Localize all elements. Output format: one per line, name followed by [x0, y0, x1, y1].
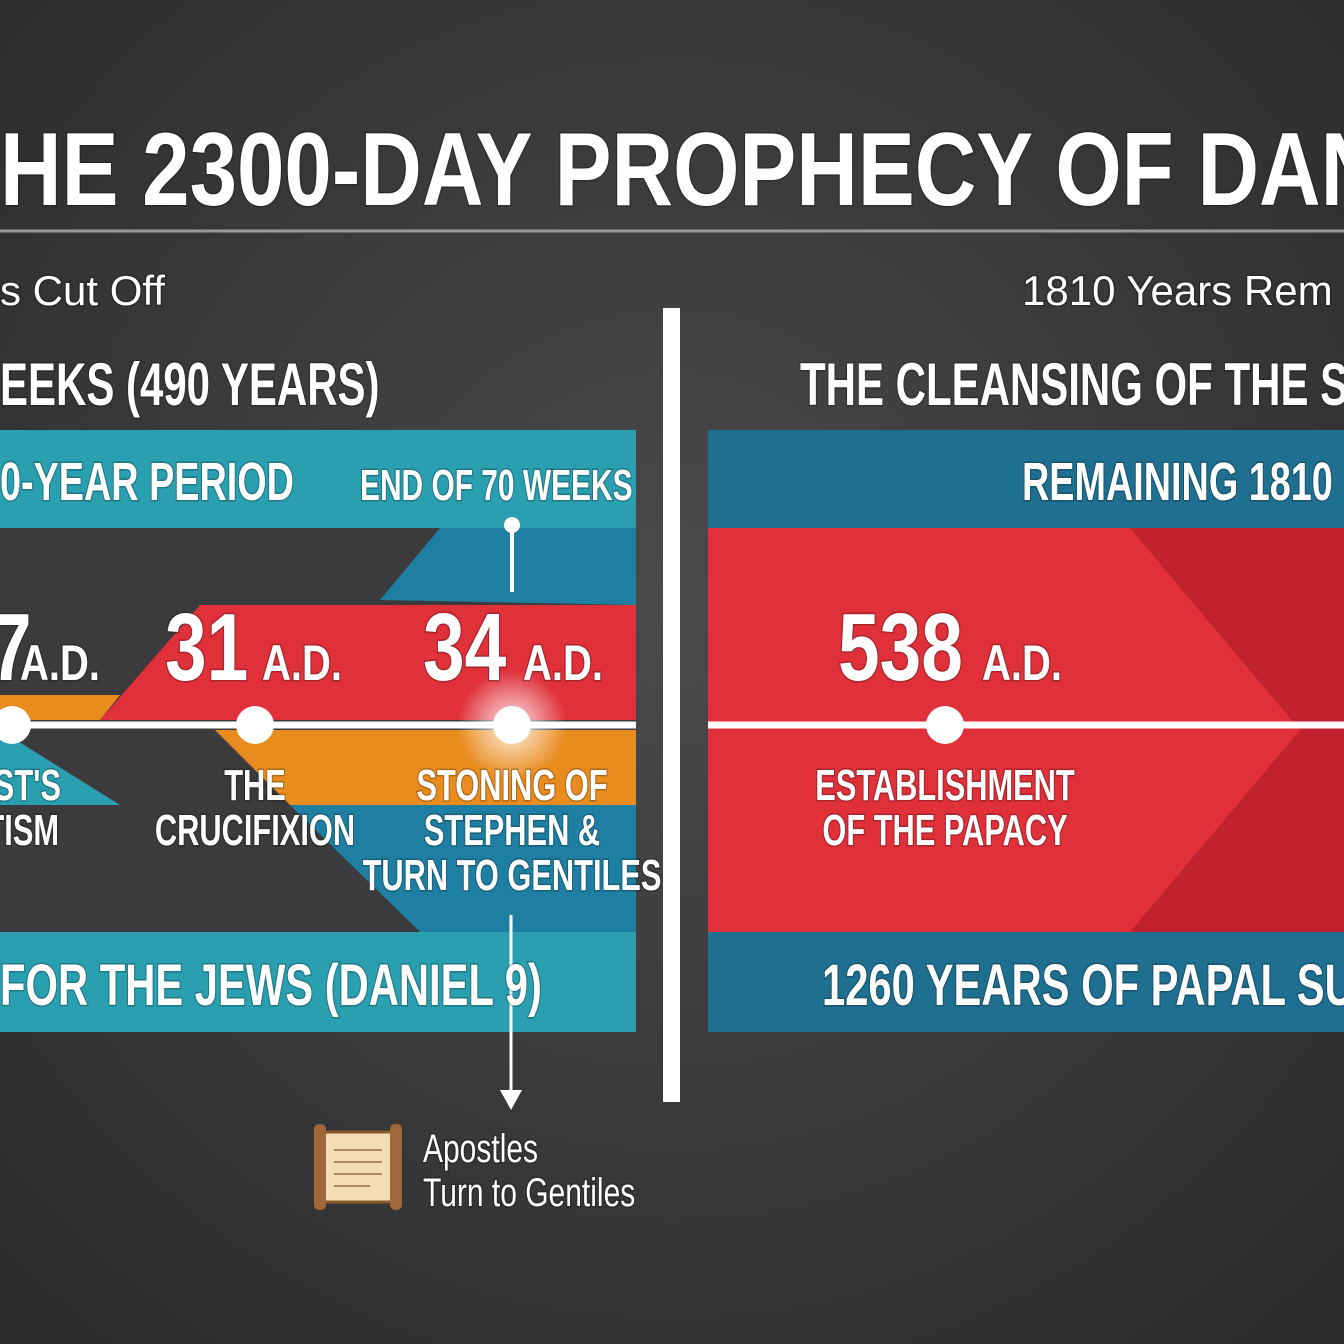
event-label: STONING OF [416, 762, 607, 811]
event-year: 7 [0, 594, 32, 701]
band-label: 0-YEAR PERIOD [0, 451, 294, 511]
event-label: THE [224, 762, 286, 811]
band-label-group: 0-YEAR PERIOD [0, 450, 295, 513]
event-label-group: STEPHEN & [423, 806, 602, 857]
note-right-group: 1810 Years Rem [1021, 266, 1335, 316]
event-year-group: 538 [837, 593, 965, 703]
timeline-dots [0, 706, 964, 744]
band-label-group: REMAINING 1810 [1021, 450, 1334, 513]
title: HE 2300-DAY PROPHECY OF DANIEL 8:1 [0, 112, 1344, 228]
section-heading-group: THE CLEANSING OF THE SANC [799, 349, 1344, 419]
event-year-group: 31 [164, 593, 250, 703]
title-group: HE 2300-DAY PROPHECY OF DANIEL 8:1 [0, 111, 1344, 230]
note-line: Turn to Gentiles [423, 1171, 635, 1215]
event-label-group: RIST'S [0, 761, 62, 812]
event-era: A.D. [20, 635, 100, 691]
event-label-group: THE [223, 761, 287, 812]
section-heading: THE CLEANSING OF THE SANC [800, 351, 1344, 418]
end-marker [504, 517, 520, 592]
section-heading-group: EEKS (490 YEARS) [0, 349, 381, 419]
band-label: REMAINING 1810 [1022, 451, 1333, 511]
note-line-group: Apostles [422, 1126, 540, 1173]
event-label: PTISM [0, 807, 59, 856]
note-left: s Cut Off [0, 267, 165, 314]
event-year-group: 34 [422, 593, 508, 703]
footer-band: FOR THE JEWS (DANIEL 9) [0, 952, 542, 1017]
event-era: A.D. [523, 635, 603, 691]
event-label: ESTABLISHMENT [815, 762, 1074, 811]
left-panel [0, 430, 636, 1032]
event-era: A.D. [982, 635, 1062, 691]
event-year: 538 [838, 594, 963, 701]
event-year: 34 [423, 594, 506, 701]
arrow [500, 915, 522, 1110]
event-era-group: A.D. [981, 633, 1064, 692]
event-label-group: PTISM [0, 806, 60, 857]
note-line-group: Turn to Gentiles [422, 1170, 637, 1217]
event-era-group: A.D. [522, 633, 605, 692]
footer-band-group: FOR THE JEWS (DANIEL 9) [0, 951, 543, 1019]
event-label: CRUCIFIXION [155, 807, 355, 856]
event-label-group: STONING OF [415, 761, 609, 812]
event-era-group: A.D. [261, 633, 344, 692]
event-year: 31 [165, 594, 248, 701]
event-year-group: 7 [0, 593, 33, 703]
section-heading: EEKS (490 YEARS) [0, 351, 380, 418]
footer-band: 1260 YEARS OF PAPAL SUP [822, 952, 1344, 1017]
note-line: Apostles [423, 1127, 538, 1171]
band-label: END OF 70 WEEKS [360, 460, 633, 509]
footer-band-group: 1260 YEARS OF PAPAL SUP [821, 951, 1344, 1019]
divider [663, 308, 680, 1102]
event-era: A.D. [262, 635, 342, 691]
event-label-group: TURN TO GENTILES [361, 851, 662, 902]
right-panel [708, 430, 1344, 1032]
event-label-group: ESTABLISHMENT [814, 761, 1076, 812]
event-label: OF THE PAPACY [822, 807, 1067, 856]
event-label-group: CRUCIFIXION [154, 806, 357, 857]
event-label: TURN TO GENTILES [363, 852, 662, 901]
band-label-group: END OF 70 WEEKS [359, 459, 634, 511]
event-label: STEPHEN & [424, 807, 600, 856]
note-right: 1810 Years Rem [1022, 267, 1333, 314]
event-label-group: OF THE PAPACY [821, 806, 1069, 857]
note-left-group: s Cut Off [0, 266, 167, 316]
scroll-icon [314, 1124, 402, 1210]
event-era-group: A.D. [19, 633, 102, 692]
event-label: RIST'S [0, 762, 61, 811]
